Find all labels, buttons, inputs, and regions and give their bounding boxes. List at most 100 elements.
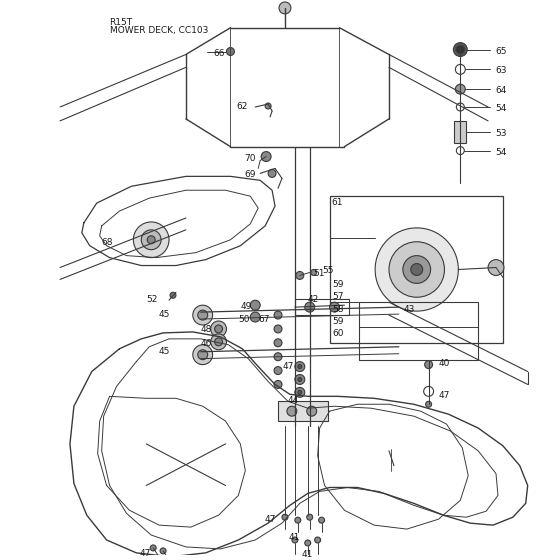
Bar [329, 196, 503, 343]
Text: 46: 46 [200, 339, 212, 348]
Circle shape [261, 152, 271, 161]
Circle shape [250, 312, 260, 322]
Circle shape [226, 48, 235, 55]
Text: 62: 62 [236, 102, 248, 111]
Circle shape [389, 242, 445, 297]
Bar [360, 302, 478, 360]
Circle shape [198, 310, 208, 320]
Circle shape [292, 537, 298, 543]
Circle shape [274, 367, 282, 375]
Text: 65: 65 [495, 46, 506, 55]
Text: 66: 66 [213, 49, 225, 58]
Circle shape [133, 222, 169, 258]
Text: R15T: R15T [110, 18, 133, 27]
Circle shape [424, 361, 432, 368]
Circle shape [147, 236, 155, 244]
Text: 60: 60 [333, 329, 344, 338]
Circle shape [329, 302, 339, 312]
Circle shape [211, 334, 226, 350]
Text: 64: 64 [495, 86, 506, 95]
Bar [454, 121, 466, 143]
Circle shape [295, 388, 305, 397]
Text: 50: 50 [239, 315, 250, 324]
Circle shape [319, 517, 325, 523]
Circle shape [160, 548, 166, 554]
Circle shape [268, 170, 276, 178]
Text: 43: 43 [404, 305, 415, 314]
Circle shape [298, 365, 302, 368]
Text: 44: 44 [288, 396, 299, 405]
Bar [278, 402, 328, 421]
Circle shape [211, 321, 226, 337]
Circle shape [150, 545, 156, 551]
Circle shape [426, 402, 432, 407]
Circle shape [198, 350, 208, 360]
Circle shape [305, 302, 315, 312]
Text: 40: 40 [438, 358, 450, 368]
Circle shape [250, 300, 260, 310]
Text: 61: 61 [332, 198, 343, 207]
Text: 68: 68 [102, 238, 113, 247]
Circle shape [170, 292, 176, 298]
Text: 45: 45 [158, 310, 170, 319]
Circle shape [488, 260, 504, 276]
Circle shape [403, 255, 431, 283]
Circle shape [214, 325, 222, 333]
Circle shape [454, 43, 467, 57]
Circle shape [295, 362, 305, 371]
Text: 51: 51 [314, 269, 325, 278]
Text: 55: 55 [323, 265, 334, 274]
Circle shape [274, 380, 282, 389]
Text: 42: 42 [308, 295, 319, 304]
Text: 52: 52 [146, 295, 157, 304]
Text: 45: 45 [158, 347, 170, 356]
Text: 48: 48 [200, 325, 212, 334]
Circle shape [193, 345, 213, 365]
Text: MOWER DECK, CC103: MOWER DECK, CC103 [110, 26, 208, 35]
Circle shape [265, 103, 271, 109]
Circle shape [307, 514, 312, 520]
Text: 54: 54 [495, 148, 506, 157]
Text: 70: 70 [244, 153, 256, 162]
Text: 49: 49 [240, 302, 252, 311]
Circle shape [298, 390, 302, 394]
Text: 59: 59 [333, 281, 344, 290]
Circle shape [456, 45, 464, 54]
Circle shape [296, 272, 304, 279]
Circle shape [193, 305, 213, 325]
Circle shape [274, 339, 282, 347]
Text: 57: 57 [333, 292, 344, 301]
Circle shape [282, 514, 288, 520]
Text: 58: 58 [333, 305, 344, 314]
Text: 59: 59 [333, 317, 344, 326]
Text: 41: 41 [289, 533, 300, 542]
Text: 47: 47 [139, 549, 151, 558]
Circle shape [375, 228, 458, 311]
Circle shape [455, 84, 465, 94]
Text: 53: 53 [495, 129, 506, 138]
Circle shape [287, 406, 297, 416]
Circle shape [295, 375, 305, 384]
Circle shape [274, 325, 282, 333]
Text: 69: 69 [244, 170, 256, 179]
Text: 47: 47 [283, 362, 295, 371]
Text: 67: 67 [258, 315, 270, 324]
Bar [295, 299, 349, 315]
Circle shape [298, 377, 302, 381]
Circle shape [295, 517, 301, 523]
Circle shape [311, 269, 316, 276]
Circle shape [279, 2, 291, 14]
Text: 63: 63 [495, 67, 506, 76]
Circle shape [305, 540, 311, 546]
Circle shape [411, 264, 423, 276]
Text: 41: 41 [302, 550, 313, 559]
Circle shape [141, 230, 161, 250]
Circle shape [274, 311, 282, 319]
Circle shape [307, 406, 316, 416]
Circle shape [274, 353, 282, 361]
Text: 47: 47 [438, 391, 450, 400]
Circle shape [214, 338, 222, 346]
Text: 47: 47 [264, 515, 276, 524]
Circle shape [315, 537, 321, 543]
Text: 54: 54 [495, 104, 506, 113]
